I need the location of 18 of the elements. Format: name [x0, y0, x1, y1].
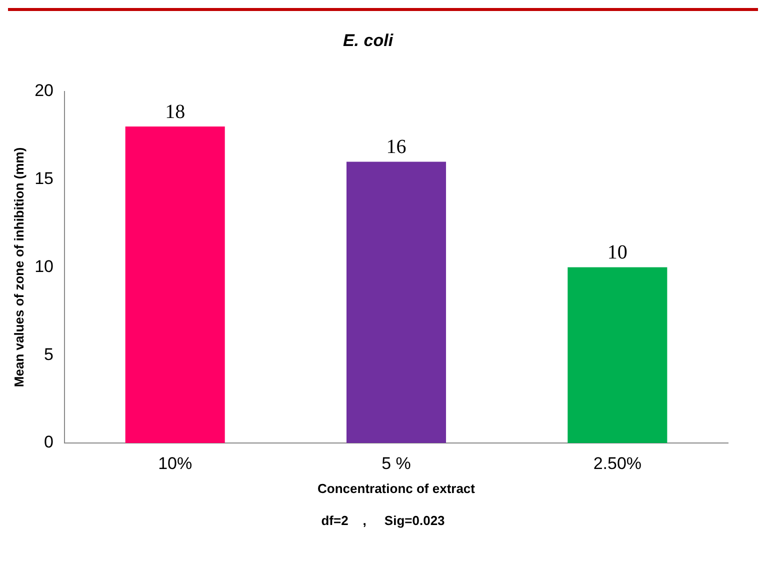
bar [568, 267, 668, 443]
x-axis-title: Concentrationc of extract [318, 480, 476, 496]
y-tick-label: 5 [44, 344, 54, 364]
bar [125, 126, 225, 443]
x-tick-label: 5 % [382, 454, 411, 473]
data-label: 18 [165, 100, 186, 123]
y-tick-label: 10 [34, 256, 54, 276]
x-tick-label: 10% [158, 454, 192, 473]
x-tick-label: 2.50% [593, 454, 642, 473]
chart-title: E. coli [342, 30, 394, 50]
y-tick-label: 20 [34, 81, 54, 100]
text: df=2 , Sig=0.023 [320, 513, 446, 528]
data-label: 10 [607, 241, 628, 264]
y-tick-label: 15 [34, 168, 54, 188]
y-axis-title: Mean values of zone of inhibition (mm) [11, 147, 26, 388]
y-tick-label: 0 [44, 432, 54, 452]
data-label: 16 [386, 136, 406, 158]
bar [346, 162, 446, 443]
